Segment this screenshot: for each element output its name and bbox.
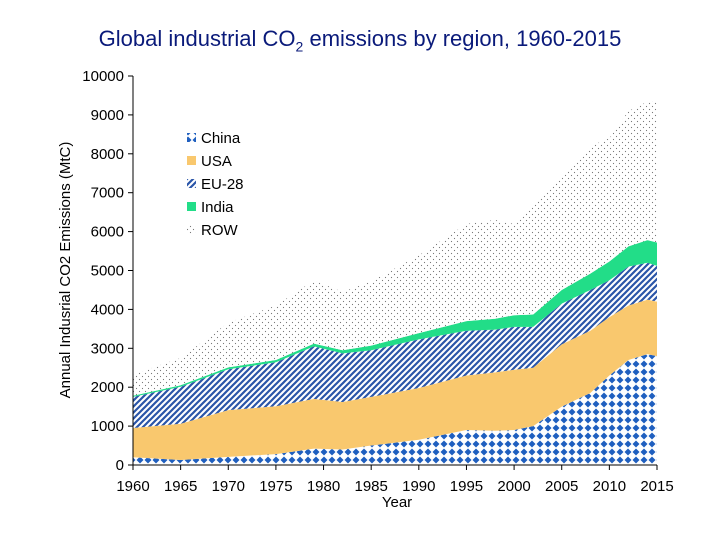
- x-tick-label: 1995: [450, 478, 483, 495]
- series-area-eu-28: [133, 262, 657, 429]
- series-area-row: [133, 100, 657, 396]
- x-tick-label: 2015: [640, 478, 673, 495]
- x-tick-label: 1990: [402, 478, 435, 495]
- y-tick-label: 2000: [91, 379, 124, 396]
- series-area-usa: [133, 299, 657, 460]
- x-tick-label: 2010: [593, 478, 626, 495]
- y-tick-label: 10000: [82, 68, 124, 85]
- chart-title-main: Global industrial CO: [98, 26, 296, 51]
- chart-title-rest: emissions by region, 1960-2015: [303, 26, 622, 51]
- axis-layer: 0 1000 2000 3000 4000 5000 6000 7000 8000 9000 100…: [57, 68, 674, 511]
- x-tick-label: 1985: [354, 478, 387, 495]
- y-tick-label: 8000: [91, 146, 124, 163]
- legend-label-china: China: [201, 130, 241, 147]
- legend: China USA EU-28 India ROW: [187, 130, 244, 239]
- x-tick-label: 1965: [164, 478, 197, 495]
- x-axis-title: Year: [382, 494, 412, 511]
- series-area-china: [133, 354, 657, 465]
- y-axis-title: Annual Indusrial CO2 Emissions (MtC): [57, 142, 74, 399]
- y-tick-label: 7000: [91, 185, 124, 202]
- y-tick-label: 9000: [91, 107, 124, 124]
- legend-swatch-india: [187, 202, 196, 211]
- y-tick-label: 3000: [91, 340, 124, 357]
- x-tick-label: 1970: [212, 478, 245, 495]
- x-tick-label: 1975: [259, 478, 292, 495]
- legend-swatch-row: [187, 225, 196, 234]
- x-tick-label: 2000: [497, 478, 530, 495]
- y-tick-label: 4000: [91, 301, 124, 318]
- y-tick-label: 1000: [91, 418, 124, 435]
- legend-swatch-china: [187, 133, 196, 142]
- chart-title-subscript: 2: [295, 38, 304, 55]
- y-tick-label: 0: [116, 457, 124, 474]
- legend-swatch-eu-28: [187, 179, 196, 188]
- chart-title: Global industrial CO2 emissions by regio…: [0, 26, 720, 54]
- legend-swatch-usa: [187, 156, 196, 165]
- x-tick-label: 1980: [307, 478, 340, 495]
- plot-layer: [133, 100, 657, 465]
- legend-label-eu-28: EU-28: [201, 176, 244, 193]
- x-tick-label: 2005: [545, 478, 578, 495]
- y-tick-label: 5000: [91, 263, 124, 280]
- legend-label-usa: USA: [201, 153, 232, 170]
- legend-label-india: India: [201, 199, 234, 216]
- legend-label-row: ROW: [201, 222, 239, 239]
- y-tick-label: 6000: [91, 224, 124, 241]
- x-tick-label: 1960: [116, 478, 149, 495]
